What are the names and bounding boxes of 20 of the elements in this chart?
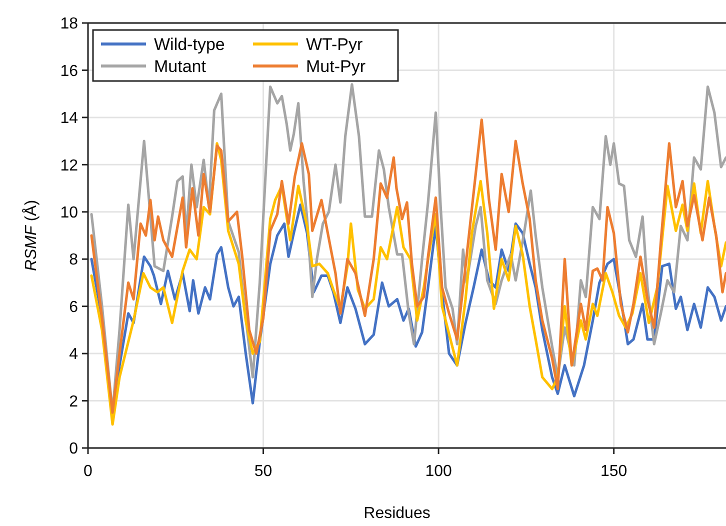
- y-tick-label: 12: [60, 157, 78, 174]
- y-tick-label: 0: [69, 440, 78, 458]
- y-tick-label: 18: [60, 16, 78, 33]
- y-tick-label: 8: [69, 252, 78, 269]
- legend-label: Wild-type: [154, 34, 225, 54]
- y-tick-label: 4: [69, 346, 78, 364]
- legend-label: Mut-Pyr: [306, 56, 366, 76]
- x-tick-label: 100: [425, 463, 452, 480]
- y-tick-label: 2: [69, 393, 78, 410]
- x-tick-label: 50: [254, 463, 272, 480]
- y-tick-label: 16: [60, 62, 78, 80]
- y-tick-label: 10: [60, 204, 78, 222]
- y-axis-title: RSMF (Å): [22, 200, 40, 272]
- x-tick-label: 0: [84, 463, 93, 480]
- legend-label: Mutant: [154, 56, 206, 76]
- x-tick-label: 150: [600, 463, 628, 480]
- legend-label: WT-Pyr: [306, 34, 363, 54]
- y-tick-label: 6: [69, 298, 78, 316]
- y-tick-label: 14: [60, 110, 78, 128]
- x-axis-title: Residues: [364, 505, 430, 522]
